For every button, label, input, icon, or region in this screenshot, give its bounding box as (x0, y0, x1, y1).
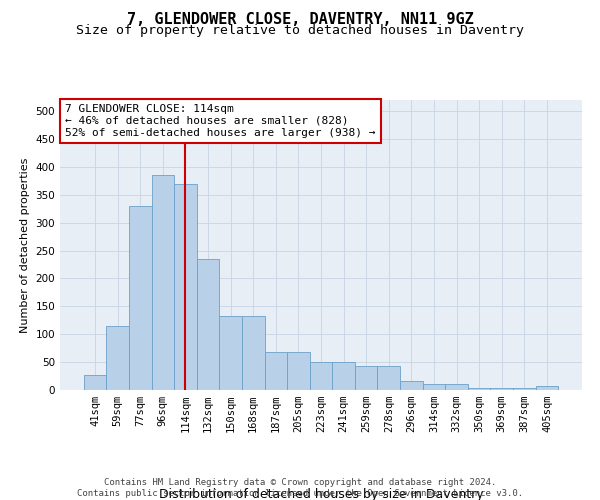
Bar (377, 366, 400, 390)
Bar (265, 352, 287, 390)
Y-axis label: Number of detached properties: Number of detached properties (20, 158, 30, 332)
Bar (536, 386, 558, 390)
Bar (310, 362, 332, 390)
Bar (468, 388, 490, 390)
Bar (422, 384, 445, 390)
Bar (197, 259, 220, 390)
X-axis label: Distribution of detached houses by size in Daventry: Distribution of detached houses by size … (158, 488, 484, 500)
Text: 7 GLENDOWER CLOSE: 114sqm
← 46% of detached houses are smaller (828)
52% of semi: 7 GLENDOWER CLOSE: 114sqm ← 46% of detac… (65, 104, 376, 138)
Bar (445, 384, 468, 390)
Bar (220, 316, 242, 390)
Bar (152, 176, 174, 390)
Bar (106, 326, 129, 390)
Bar (332, 362, 355, 390)
Bar (513, 388, 536, 390)
Bar (174, 184, 197, 390)
Bar (355, 366, 377, 390)
Text: Contains HM Land Registry data © Crown copyright and database right 2024.
Contai: Contains HM Land Registry data © Crown c… (77, 478, 523, 498)
Text: Size of property relative to detached houses in Daventry: Size of property relative to detached ho… (76, 24, 524, 37)
Bar (242, 316, 265, 390)
Bar (129, 206, 152, 390)
Bar (84, 375, 106, 390)
Bar (287, 352, 310, 390)
Bar (400, 381, 422, 390)
Bar (490, 388, 513, 390)
Text: 7, GLENDOWER CLOSE, DAVENTRY, NN11 9GZ: 7, GLENDOWER CLOSE, DAVENTRY, NN11 9GZ (127, 12, 473, 28)
